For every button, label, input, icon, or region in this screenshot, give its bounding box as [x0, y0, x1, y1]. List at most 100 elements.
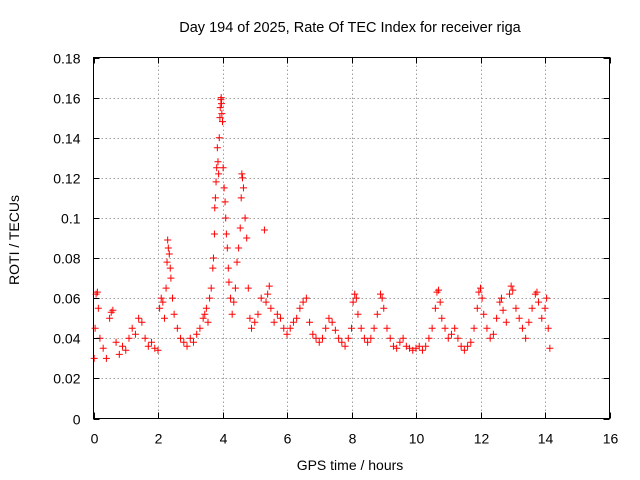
data-point: [164, 244, 172, 252]
data-point: [219, 118, 226, 126]
data-point: [312, 334, 320, 342]
data-point: [227, 294, 235, 302]
data-point: [435, 286, 443, 294]
grid-lines: [93, 57, 610, 419]
data-point: [497, 294, 505, 302]
data-point: [515, 314, 523, 322]
data-point: [386, 334, 394, 342]
data-point: [286, 324, 294, 332]
data-point: [109, 306, 117, 314]
y-tick-label: 0.04: [53, 331, 80, 347]
data-point: [209, 254, 217, 262]
data-point: [315, 338, 323, 346]
data-point: [248, 324, 256, 332]
y-tick-label: 0.18: [53, 51, 80, 67]
data-point: [235, 244, 243, 252]
data-point: [522, 334, 530, 342]
data-point: [496, 298, 504, 306]
data-point: [351, 290, 359, 298]
data-point: [512, 304, 520, 312]
data-point: [338, 338, 346, 346]
x-tick-label: 10: [409, 431, 425, 447]
y-tick-label: 0: [73, 412, 81, 428]
data-point: [122, 346, 130, 354]
data-point: [499, 306, 507, 314]
data-point: [206, 294, 214, 302]
data-point: [204, 318, 212, 326]
data-point: [296, 304, 304, 312]
data-point: [243, 234, 251, 242]
data-point: [216, 114, 224, 122]
data-point: [165, 250, 173, 258]
data-point: [212, 178, 220, 186]
data-point: [246, 314, 254, 322]
data-point: [425, 334, 433, 342]
data-point: [186, 334, 194, 342]
data-point: [451, 324, 459, 332]
data-point: [196, 324, 204, 332]
data-point: [221, 198, 229, 206]
data-point: [396, 338, 404, 346]
data-point: [135, 314, 143, 322]
data-point: [438, 314, 446, 322]
data-point: [422, 342, 430, 350]
data-point: [162, 284, 170, 292]
data-point: [360, 334, 368, 342]
data-point: [546, 344, 554, 352]
data-point: [357, 324, 365, 332]
data-point: [163, 258, 171, 266]
data-point: [217, 94, 225, 102]
data-point: [218, 110, 226, 118]
data-point: [236, 224, 244, 232]
data-point: [265, 282, 273, 290]
data-point: [159, 298, 167, 306]
chart-title: Day 194 of 2025, Rate Of TEC Index for r…: [179, 20, 521, 36]
data-point: [167, 274, 175, 282]
data-point: [228, 310, 236, 318]
data-point: [544, 324, 552, 332]
data-point: [102, 354, 110, 362]
data-point: [364, 338, 372, 346]
data-point: [93, 288, 101, 296]
data-point: [309, 330, 317, 338]
data-point: [341, 342, 349, 350]
data-point: [115, 350, 123, 358]
data-point: [502, 318, 510, 326]
data-point: [431, 304, 439, 312]
x-tick-label: 4: [220, 431, 228, 447]
data-point: [483, 324, 491, 332]
data-point: [201, 310, 209, 318]
data-point: [380, 304, 388, 312]
data-point: [447, 330, 455, 338]
data-point: [251, 318, 259, 326]
data-point: [331, 326, 339, 334]
data-point: [160, 314, 168, 322]
data-point: [222, 230, 230, 238]
data-point: [216, 104, 224, 112]
data-point: [223, 244, 231, 252]
data-point: [370, 324, 378, 332]
data-point: [528, 304, 536, 312]
data-point: [486, 334, 494, 342]
data-point: [267, 304, 275, 312]
data-point: [99, 344, 107, 352]
data-point: [478, 294, 486, 302]
data-point: [239, 184, 247, 192]
data-point: [169, 294, 177, 302]
data-point: [156, 304, 164, 312]
data-point: [128, 324, 136, 332]
data-point: [354, 310, 362, 318]
data-point: [119, 342, 127, 350]
data-point: [349, 298, 357, 306]
data-point: [473, 304, 481, 312]
data-point: [457, 342, 465, 350]
data-point: [90, 354, 98, 362]
data-point: [277, 314, 285, 322]
data-point: [230, 298, 238, 306]
data-point: [220, 184, 228, 192]
data-point: [480, 310, 488, 318]
data-point: [299, 298, 307, 306]
data-point: [493, 314, 501, 322]
data-point: [164, 236, 172, 244]
